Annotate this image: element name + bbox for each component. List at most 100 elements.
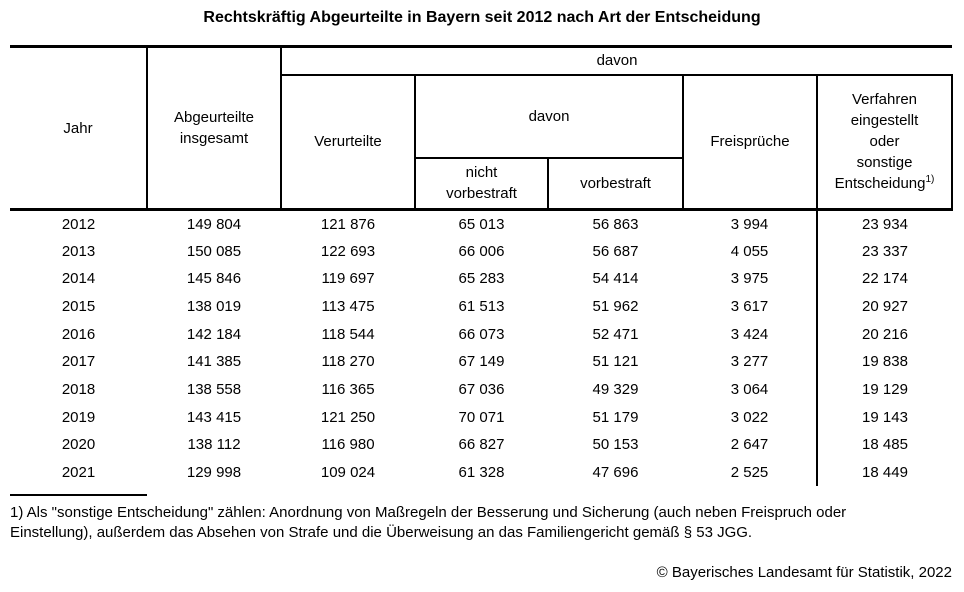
header-freisprueche: Freisprüche [683,74,818,211]
cell-verfahren: 19 129 [816,375,952,404]
table-row: 2021 129 998 109 024 61 328 47 696 2 525 18 44… [10,458,952,487]
footnote-text: 1) Als "sonstige Entscheidung" zählen: A… [10,504,847,541]
header-row-2: Verurteilte davon Freisprüche Verfahren … [10,74,953,211]
cell-abgeurteilte-insgesamt: 138 019 [186,297,242,315]
footnote-marker: 1) [925,174,935,186]
cell-verfahren: 23 934 [816,209,952,238]
cell-verfahren: 18 485 [816,431,952,459]
cell-verurteilte: 122 693 [320,242,376,260]
header-row-3: nicht vorbestraft vorbestraft [10,157,952,211]
cell-vorbestraft: 47 696 [592,464,639,482]
cell-vorbestraft: 50 153 [592,436,639,454]
cell-verurteilte: 116 365 [321,380,375,398]
cell-verfahren: 22 174 [816,264,952,293]
cell-vorbestraft: 49 329 [592,380,639,398]
cell-abgeurteilte-insgesamt: 149 804 [186,215,242,233]
header-verfahren: Verfahren eingestellt oder sonstige Ents… [817,74,953,211]
cell-freisprueche: 3 994 [730,215,769,233]
cell-nicht-vorbestraft: 61 513 [458,297,505,315]
cell-jahr: 2021 [61,464,96,482]
cell-jahr: 2017 [61,353,96,371]
cell-jahr: 2019 [61,408,96,426]
cell-vorbestraft: 54 414 [592,270,639,288]
cell-jahr: 2013 [61,242,96,260]
table-row: 2017 141 385 118 270 67 149 51 121 3 277 19 83… [10,347,952,376]
header-davon: davon [281,46,952,76]
cell-abgeurteilte-insgesamt: 141 385 [186,353,242,371]
cell-verfahren: 20 927 [816,292,952,321]
table-row: 2020 138 112 116 980 66 827 50 153 2 647 18 48… [10,431,952,459]
cell-nicht-vorbestraft: 66 827 [458,436,505,454]
table-row: 2015 138 019 113 475 61 513 51 962 3 617 20 92… [10,292,952,321]
cell-verurteilte: 121 250 [320,408,376,426]
header-jahr: Jahr [10,46,148,211]
footnote-divider [10,494,147,496]
cell-verurteilte: 118 270 [321,353,375,371]
cell-verurteilte: 118 544 [321,325,375,343]
cell-jahr: 2014 [61,270,96,288]
cell-abgeurteilte-insgesamt: 138 112 [187,436,241,454]
cell-nicht-vorbestraft: 67 036 [458,380,505,398]
cell-freisprueche: 2 647 [730,436,769,454]
header-nicht-vorbestraft: nicht vorbestraft [415,157,549,211]
cell-jahr: 2016 [61,325,96,343]
header-vorbestraft: vorbestraft [548,157,684,211]
cell-vorbestraft: 51 121 [592,353,639,371]
cell-abgeurteilte-insgesamt: 143 415 [186,408,242,426]
cell-verfahren: 19 143 [816,403,952,431]
statistics-table: Jahr Abgeurteilte insgesamt davon Verurt… [10,45,953,487]
table-row: 2013 150 085 122 693 66 006 56 687 4 055 23 33… [10,237,952,265]
cell-freisprueche: 4 055 [730,242,769,260]
cell-freisprueche: 3 424 [730,325,769,343]
cell-vorbestraft: 52 471 [592,325,639,343]
cell-verfahren: 20 216 [816,320,952,348]
cell-nicht-vorbestraft: 66 006 [458,242,505,260]
cell-verurteilte: 109 024 [320,464,376,482]
copyright-text: © Bayerisches Landesamt für Statistik, 2… [656,564,952,581]
table-row: 2014 145 846 119 697 65 283 54 414 3 975 22 17… [10,264,952,293]
header-verfahren-label: Verfahren eingestellt oder sonstige Ents… [834,91,926,193]
cell-freisprueche: 3 022 [730,408,769,426]
cell-nicht-vorbestraft: 61 328 [458,464,505,482]
cell-verurteilte: 116 980 [321,436,375,454]
cell-verfahren: 19 838 [816,347,952,376]
table-row: 2019 143 415 121 250 70 071 51 179 3 022 19 14… [10,403,952,431]
cell-vorbestraft: 51 962 [592,297,639,315]
cell-jahr: 2012 [61,215,96,233]
cell-abgeurteilte-insgesamt: 150 085 [186,242,242,260]
header-abgeurteilte-insgesamt: Abgeurteilte insgesamt [147,46,282,211]
cell-freisprueche: 2 525 [730,464,769,482]
cell-vorbestraft: 56 863 [592,215,639,233]
cell-freisprueche: 3 617 [730,297,769,315]
cell-jahr: 2018 [61,380,96,398]
table-row: 2016 142 184 118 544 66 073 52 471 3 424 20 21… [10,320,952,348]
cell-nicht-vorbestraft: 65 283 [458,270,505,288]
cell-abgeurteilte-insgesamt: 138 558 [186,380,242,398]
cell-verurteilte: 113 475 [321,297,375,315]
table-body: 2012 149 804 121 876 65 013 56 863 3 994 23 93… [10,209,952,487]
cell-jahr: 2015 [61,297,96,315]
table-row: 2012 149 804 121 876 65 013 56 863 3 994 23 93… [10,209,952,238]
cell-vorbestraft: 51 179 [592,408,639,426]
cell-verurteilte: 119 697 [321,270,375,288]
cell-nicht-vorbestraft: 70 071 [458,408,505,426]
header-verurteilte: Verurteilte [281,74,416,211]
table-header: Jahr Abgeurteilte insgesamt davon Verurt… [10,46,953,211]
cell-nicht-vorbestraft: 67 149 [458,353,505,371]
table-row: 2018 138 558 116 365 67 036 49 329 3 064 19 12… [10,375,952,404]
cell-abgeurteilte-insgesamt: 142 184 [186,325,242,343]
header-davon-verurteilte: davon [415,74,684,159]
page-title: Rechtskräftig Abgeurteilte in Bayern sei… [203,9,761,26]
cell-freisprueche: 3 064 [730,380,769,398]
cell-abgeurteilte-insgesamt: 129 998 [186,464,242,482]
cell-freisprueche: 3 277 [730,353,769,371]
cell-verfahren: 18 449 [816,458,952,487]
cell-nicht-vorbestraft: 66 073 [458,325,505,343]
cell-jahr: 2020 [61,436,96,454]
cell-freisprueche: 3 975 [730,270,769,288]
cell-abgeurteilte-insgesamt: 145 846 [186,270,242,288]
cell-verfahren: 23 337 [816,237,952,265]
cell-vorbestraft: 56 687 [592,242,639,260]
cell-verurteilte: 121 876 [320,215,376,233]
cell-nicht-vorbestraft: 65 013 [458,215,505,233]
